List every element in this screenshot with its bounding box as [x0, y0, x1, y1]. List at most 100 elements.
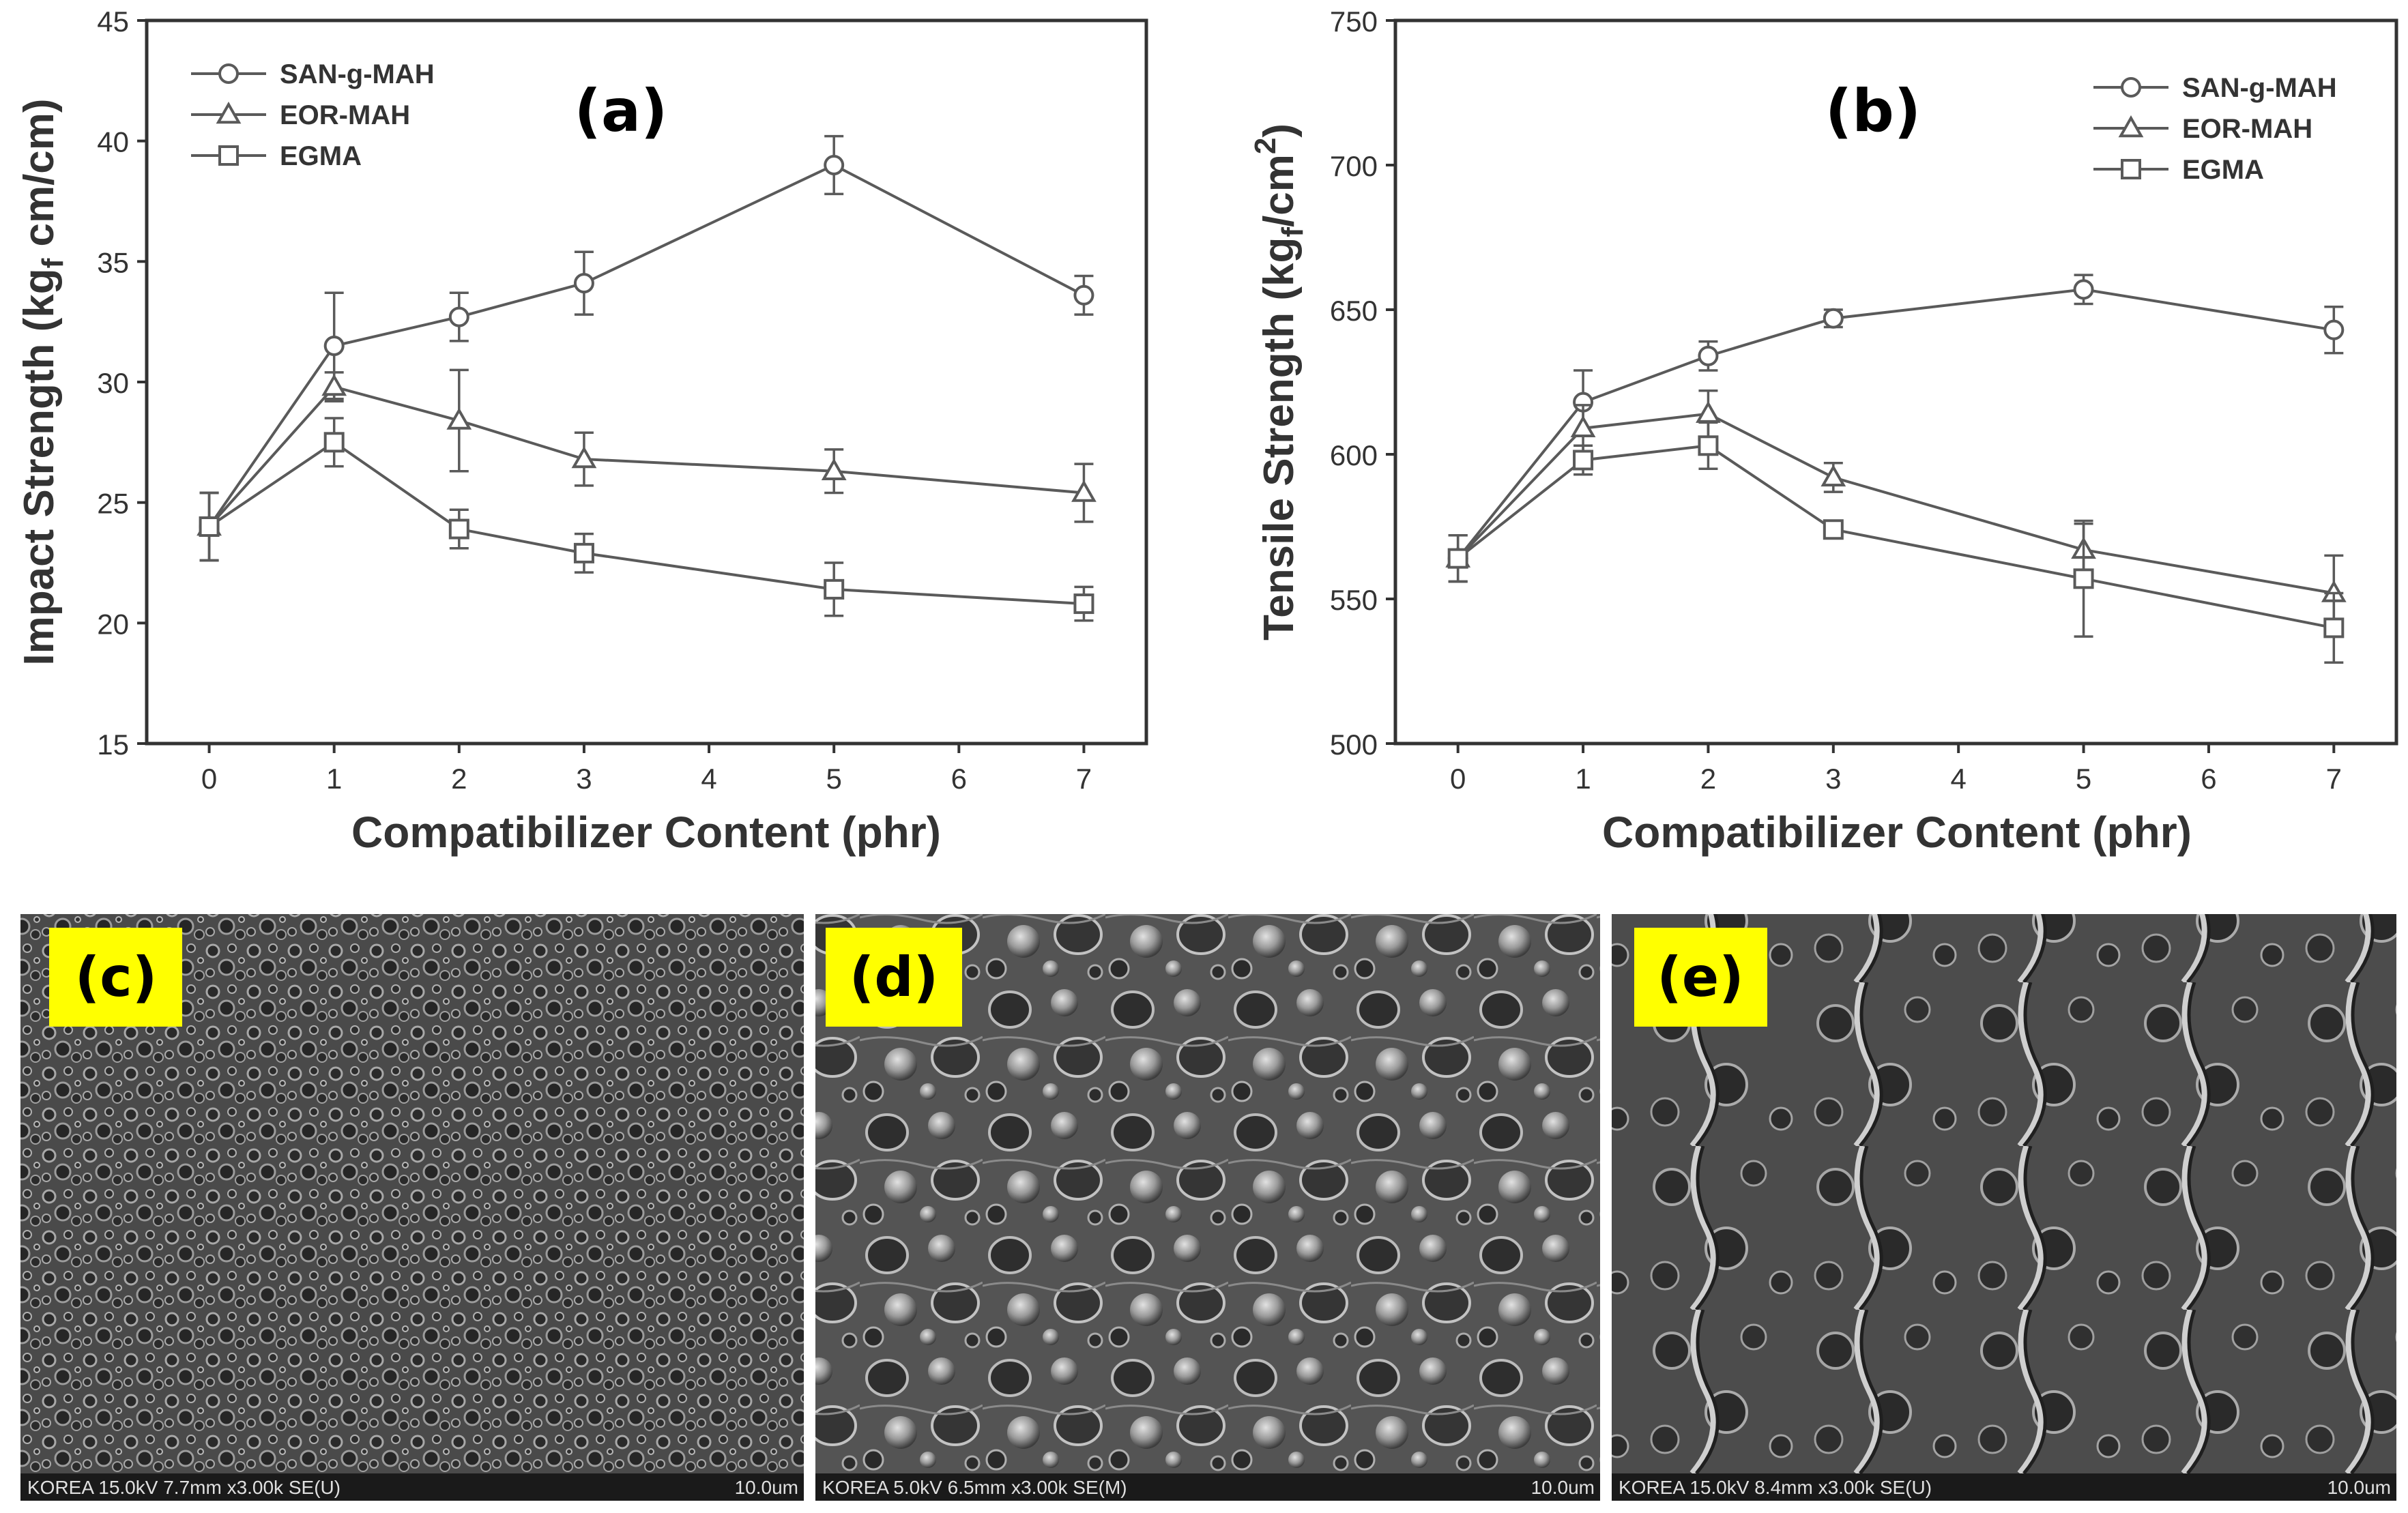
x-ticks-b: 0 1 2 3 4 5 6 7: [1450, 744, 2342, 795]
x-tick-label: 5: [826, 763, 842, 795]
data-point: [446, 407, 472, 430]
x-tick-label: 6: [951, 763, 967, 795]
y-tick-label: 550: [1330, 584, 1378, 616]
data-point: [2323, 617, 2345, 638]
legend-marker: [2118, 115, 2144, 138]
y-ticks-a: 15 20 25 30 35 40 45: [97, 5, 147, 761]
label-d: (d): [850, 945, 938, 1009]
data-point: [2073, 568, 2094, 589]
x-tick-label: 7: [2326, 763, 2342, 795]
x-tick-label: 1: [326, 763, 342, 795]
data-point: [1823, 519, 1844, 540]
label-box-d: [826, 928, 962, 1027]
series-line: [208, 440, 1084, 606]
data-point: [1447, 548, 1468, 569]
x-axis-label-b: Compatibilizer Content (phr): [1602, 808, 2192, 857]
legend-label: EOR-MAH: [280, 100, 410, 130]
legend-a: SAN-g-MAH EOR-MAH EGMA: [191, 59, 435, 171]
x-tick-label: 0: [1450, 763, 1466, 795]
x-tick-label: 6: [2201, 763, 2216, 795]
data-point: [1570, 415, 1596, 438]
legend-label: EGMA: [280, 141, 362, 171]
data-point: [1071, 480, 1097, 502]
legend-marker: [218, 145, 239, 166]
legend-marker: [2121, 159, 2141, 179]
data-point: [448, 306, 469, 327]
data-point: [199, 516, 220, 537]
plot-frame-b: [1393, 18, 2398, 746]
caption-bar-d: [815, 1473, 1600, 1501]
data-point: [1820, 464, 1846, 487]
y-tick-label: 700: [1330, 150, 1378, 182]
y-tick-label: 25: [97, 488, 129, 520]
data-point: [1696, 400, 1721, 423]
legend-marker: [216, 102, 242, 124]
x-tick-label: 4: [701, 763, 716, 795]
data-point: [1073, 284, 1094, 306]
series-line: [1457, 288, 2334, 559]
caption-bar-e: [1612, 1473, 2396, 1501]
y-tick-label: 35: [97, 246, 129, 278]
data-point: [824, 155, 845, 175]
series-eor-mah: [197, 368, 1097, 562]
data-point: [1823, 308, 1844, 329]
series-a: [197, 134, 1097, 622]
x-tick-label: 3: [576, 763, 592, 795]
series-eor-mah: [1445, 389, 2347, 632]
label-box-c: [49, 928, 182, 1027]
x-tick-label: 3: [1825, 763, 1841, 795]
y-tick-label: 45: [97, 5, 129, 38]
legend-b: SAN-g-MAH EOR-MAH EGMA: [2093, 73, 2337, 185]
legend-label: EGMA: [2182, 155, 2264, 185]
y-axis-label-a: Impact Strength (kgf cm/cm): [16, 98, 70, 665]
micrograph-e: KOREA 15.0kV 8.4mm x3.00k SE(U) 10.0um (…: [1612, 914, 2396, 1501]
data-point: [2073, 279, 2094, 300]
legend-label: SAN-g-MAH: [280, 59, 435, 89]
legend-marker: [2121, 77, 2141, 98]
x-tick-label: 5: [2076, 763, 2091, 795]
y-tick-label: 650: [1330, 295, 1378, 327]
y-axis-label-b: Tensile Strength (kgf/cm2): [1249, 123, 1309, 641]
label-e: (e): [1657, 945, 1743, 1009]
series-line: [207, 163, 1085, 528]
series-line: [1457, 412, 2334, 595]
x-tick-label: 0: [201, 763, 217, 795]
data-point: [1698, 345, 1719, 366]
y-tick-label: 40: [97, 126, 129, 158]
legend-label: EOR-MAH: [2182, 114, 2312, 144]
y-tick-label: 20: [97, 608, 129, 640]
data-point: [323, 432, 345, 453]
sem-caption-e: KOREA 15.0kV 8.4mm x3.00k SE(U): [1619, 1477, 1932, 1498]
series-san-g-mah: [1447, 274, 2345, 583]
series-san-g-mah: [199, 134, 1094, 562]
data-point: [448, 518, 469, 540]
y-tick-label: 500: [1330, 729, 1378, 761]
micrograph-d: KOREA 5.0kV 6.5mm x3.00k SE(M) 10.0um (d…: [815, 914, 1600, 1501]
x-tick-label: 7: [1076, 763, 1092, 795]
caption-bar-c: [20, 1473, 804, 1501]
chart-b: 500 550 600 650 700 750 0 1 2 3 4 5 6 7 SAN-g-MAH EOR…: [1249, 5, 2398, 857]
y-ticks-b: 500 550 600 650 700 750: [1330, 5, 1395, 761]
data-point: [321, 374, 347, 396]
data-point: [1073, 593, 1094, 615]
series-egma: [1447, 421, 2345, 664]
x-tick-label: 2: [451, 763, 467, 795]
scale-label-d: 10.0um: [1531, 1477, 1595, 1498]
series-egma: [199, 417, 1094, 622]
scale-label-c: 10.0um: [735, 1477, 798, 1498]
data-point: [824, 578, 845, 600]
data-point: [821, 458, 847, 480]
y-tick-label: 15: [97, 729, 129, 761]
x-axis-label-a: Compatibilizer Content (phr): [351, 808, 941, 857]
series-line: [1457, 444, 2334, 630]
x-tick-label: 2: [1700, 763, 1716, 795]
x-tick-label: 1: [1575, 763, 1591, 795]
y-tick-label: 600: [1330, 439, 1378, 471]
scale-label-e: 10.0um: [2327, 1477, 2391, 1498]
panel-label-b: (b): [1825, 77, 1921, 145]
data-point: [573, 273, 594, 294]
y-tick-label: 750: [1330, 5, 1378, 38]
legend-marker: [218, 63, 239, 84]
